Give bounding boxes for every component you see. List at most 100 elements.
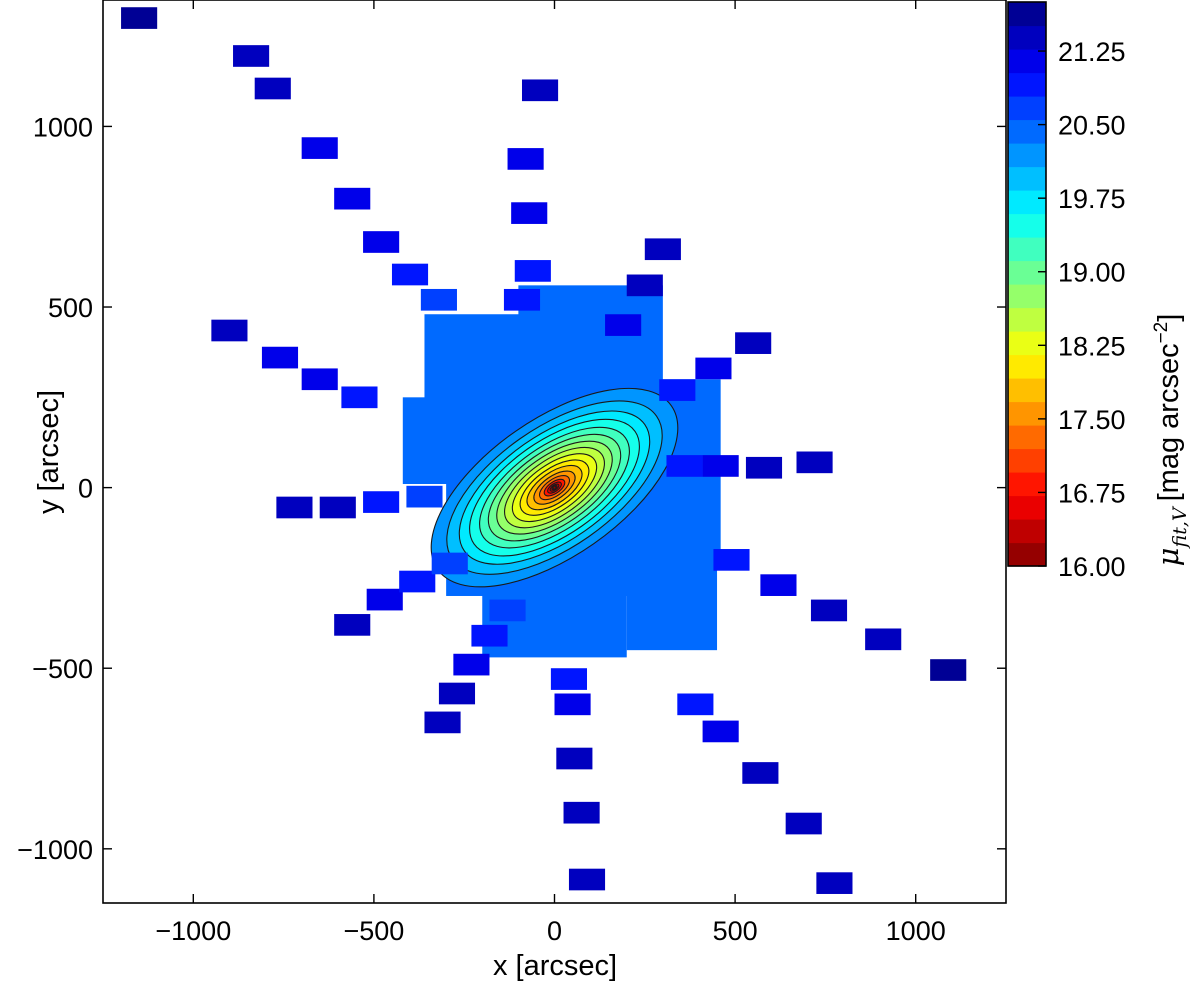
field-patch — [605, 314, 642, 336]
colorbar-tick-label: 16.75 — [1058, 478, 1126, 508]
field-patch — [930, 659, 967, 681]
field-patch — [211, 319, 248, 342]
colorbar-level — [1008, 237, 1046, 262]
colorbar-label-close: ] — [1153, 314, 1185, 322]
colorbar-level — [1008, 378, 1046, 403]
field-patch — [810, 599, 848, 622]
field-patch — [334, 187, 371, 210]
colorbar — [1008, 2, 1046, 567]
y-tick-label: −1000 — [17, 835, 93, 865]
colorbar-level — [1008, 495, 1046, 520]
y-tick-label: 1000 — [33, 112, 93, 142]
field-patch — [366, 588, 403, 611]
colorbar-level — [1008, 213, 1046, 238]
field-patch — [489, 599, 526, 622]
colorbar-label-units: [mag arcsec — [1153, 343, 1185, 501]
colorbar-tick-label: 19.00 — [1058, 258, 1126, 288]
colorbar-level — [1008, 519, 1046, 544]
field-patch — [420, 288, 457, 311]
colorbar-ticks: 16.00 16.75 17.50 18.25 19.00 19.75 20.50 21.25 — [1038, 37, 1126, 582]
field-patch — [438, 682, 476, 705]
colorbar-label: μfit,V [mag arcsec−2] — [1151, 314, 1191, 567]
x-axis-label: x [arcsec] — [493, 950, 617, 982]
colorbar-level — [1008, 190, 1046, 215]
galaxy-footprint — [626, 523, 718, 651]
field-pointings — [121, 7, 967, 894]
field-patch — [563, 801, 600, 824]
y-axis: −1000 −500 0 500 1000 — [17, 112, 1006, 865]
colorbar-level — [1008, 307, 1046, 332]
field-patch — [796, 451, 833, 474]
field-patch — [695, 357, 732, 380]
field-patch — [334, 614, 371, 636]
field-patch — [319, 496, 356, 519]
colorbar-level — [1008, 425, 1046, 450]
field-patch — [865, 628, 902, 651]
field-patch — [816, 872, 853, 894]
colorbar-level — [1008, 25, 1046, 50]
colorbar-level — [1008, 96, 1046, 121]
field-patch — [503, 288, 541, 311]
colorbar-label-exponent: −2 — [1151, 322, 1172, 344]
field-patch — [626, 274, 663, 297]
field-patch — [677, 693, 714, 716]
field-patch — [554, 693, 591, 716]
colorbar-tick-label: 21.25 — [1058, 37, 1126, 67]
field-patch — [363, 491, 400, 513]
field-patch — [702, 720, 739, 743]
colorbar-level — [1008, 49, 1046, 74]
field-patch — [745, 456, 783, 479]
field-patch — [521, 79, 559, 102]
colorbar-level — [1008, 143, 1046, 168]
field-patch — [341, 386, 378, 409]
colorbar-label-symbol: μ — [1151, 547, 1185, 566]
field-patch — [301, 368, 338, 391]
field-patch — [644, 238, 681, 261]
field-patch — [431, 552, 468, 575]
field-patch — [399, 570, 436, 593]
colorbar-level — [1008, 331, 1046, 356]
field-patch — [363, 231, 400, 253]
field-patch — [760, 574, 797, 596]
field-patch — [424, 711, 461, 734]
field-patch — [511, 202, 548, 224]
plot-area — [103, 0, 1006, 903]
field-patch — [659, 379, 696, 401]
field-patch — [276, 496, 313, 519]
y-tick-label: 500 — [48, 293, 93, 323]
field-patch — [406, 485, 443, 508]
field-patch — [785, 812, 822, 835]
colorbar-tick-label: 16.00 — [1058, 552, 1126, 582]
colorbar-tick-label: 19.75 — [1058, 184, 1126, 214]
galaxy-contours — [402, 285, 721, 658]
x-tick-label: −500 — [343, 916, 404, 946]
field-patch — [391, 263, 429, 286]
colorbar-level — [1008, 401, 1046, 426]
field-patch — [742, 762, 779, 784]
field-patch — [507, 148, 544, 170]
colorbar-tick-label: 17.50 — [1058, 405, 1126, 435]
x-tick-label: 500 — [713, 916, 758, 946]
y-tick-label: −500 — [32, 654, 93, 684]
colorbar-level — [1008, 72, 1046, 97]
y-axis-label: y [arcsec] — [33, 390, 65, 514]
colorbar-level — [1008, 448, 1046, 473]
x-tick-label: 1000 — [886, 916, 946, 946]
colorbar-tick-label: 20.50 — [1058, 111, 1126, 141]
field-patch — [702, 455, 739, 477]
field-patch — [233, 45, 270, 67]
field-patch — [713, 549, 750, 571]
galaxy-core — [552, 485, 557, 490]
colorbar-tick-label: 18.25 — [1058, 331, 1126, 361]
field-patch — [568, 868, 606, 891]
colorbar-level — [1008, 542, 1046, 567]
field-patch — [301, 137, 338, 159]
field-patch — [261, 346, 299, 369]
field-patch — [550, 668, 588, 690]
colorbar-frame — [1007, 1, 1047, 567]
colorbar-label-subscript: fit,V — [1169, 505, 1191, 549]
field-patch — [453, 653, 490, 676]
x-axis: −1000 −500 0 500 1000 — [155, 0, 946, 946]
y-tick-label: 0 — [78, 474, 93, 504]
